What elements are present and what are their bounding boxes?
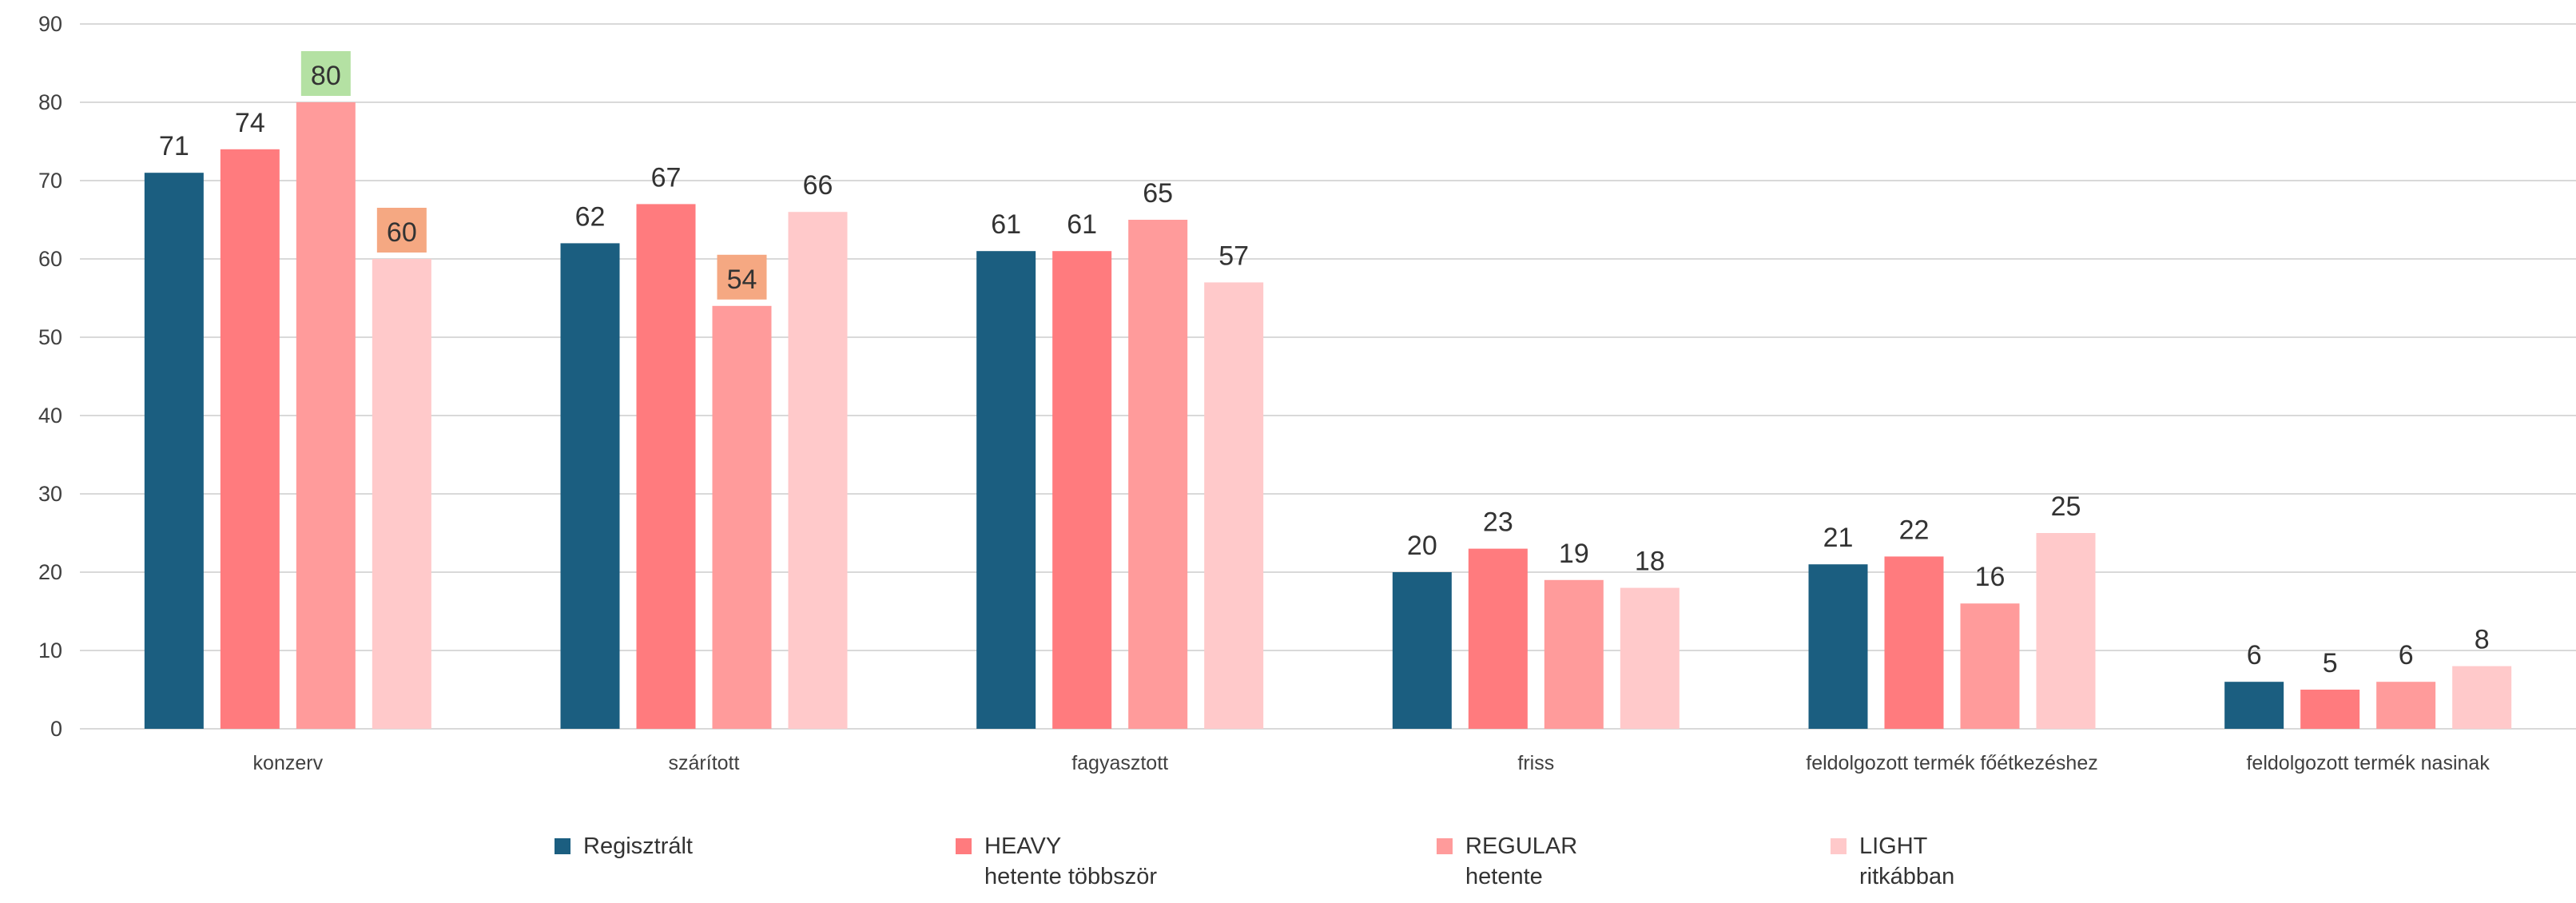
data-label: 25 bbox=[2051, 491, 2081, 522]
legend-item: HEAVY hetente többször bbox=[956, 831, 1157, 892]
y-tick-label: 20 bbox=[38, 560, 62, 584]
data-label: 5 bbox=[2323, 648, 2338, 678]
data-label: 65 bbox=[1143, 178, 1173, 209]
bar bbox=[1960, 603, 2020, 729]
bar bbox=[144, 173, 204, 729]
bar bbox=[1620, 587, 1680, 729]
bar bbox=[976, 251, 1036, 729]
data-label: 20 bbox=[1407, 531, 1437, 561]
bar bbox=[1884, 556, 1944, 729]
legend-item: LIGHT ritkábban bbox=[1831, 831, 1954, 892]
data-label: 23 bbox=[1483, 507, 1513, 538]
legend-swatch bbox=[1437, 838, 1453, 854]
data-label: 61 bbox=[1067, 209, 1097, 240]
legend-label: LIGHT bbox=[1859, 833, 1928, 859]
data-label: 19 bbox=[1559, 539, 1589, 569]
data-label: 54 bbox=[727, 265, 757, 295]
bar bbox=[1128, 220, 1188, 729]
data-label: 71 bbox=[159, 131, 189, 161]
y-tick-label: 50 bbox=[38, 325, 62, 349]
x-tick-label: feldolgozott termék főétkezéshez bbox=[1806, 752, 2097, 774]
y-tick-label: 60 bbox=[38, 247, 62, 271]
legend-sublabel: hetente többször bbox=[984, 864, 1158, 889]
bar bbox=[1808, 564, 1868, 729]
data-label: 6 bbox=[2399, 640, 2414, 670]
legend-label: REGULAR bbox=[1465, 833, 1578, 859]
bar bbox=[1468, 548, 1528, 729]
bar bbox=[712, 305, 772, 729]
x-tick-label: fagyasztott bbox=[1071, 752, 1168, 774]
legend-swatch bbox=[956, 838, 972, 854]
data-label: 22 bbox=[1899, 515, 1930, 545]
bar bbox=[2036, 533, 2096, 729]
bar bbox=[1052, 251, 1112, 729]
data-label-highlight bbox=[376, 208, 427, 253]
bar bbox=[1204, 282, 1264, 729]
legend-swatch bbox=[555, 838, 570, 854]
data-label: 57 bbox=[1218, 241, 1249, 271]
data-label: 80 bbox=[311, 61, 341, 91]
data-label-highlight bbox=[717, 254, 767, 300]
legend: Regisztrált HEAVY hetente többször REGULAR h… bbox=[0, 831, 2576, 903]
bar bbox=[560, 243, 620, 729]
bar bbox=[788, 212, 848, 729]
bar bbox=[2376, 682, 2436, 729]
legend-item: REGULAR hetente bbox=[1437, 831, 1577, 892]
bar bbox=[2224, 682, 2284, 729]
legend-item: Regisztrált bbox=[555, 831, 693, 861]
y-tick-label: 90 bbox=[38, 12, 62, 36]
y-tick-label: 10 bbox=[38, 638, 62, 662]
bar bbox=[636, 204, 696, 729]
data-label: 61 bbox=[991, 209, 1021, 240]
x-axis-ticks: konzerv szárított fagyasztott friss feldolgo… bbox=[253, 752, 2491, 774]
legend-label: Regisztrált bbox=[583, 833, 693, 859]
data-label: 16 bbox=[1975, 562, 2006, 592]
bar bbox=[296, 102, 356, 729]
y-tick-label: 0 bbox=[50, 717, 62, 741]
data-label: 21 bbox=[1823, 523, 1854, 553]
bar bbox=[372, 259, 431, 729]
data-label: 67 bbox=[651, 162, 682, 193]
y-tick-label: 30 bbox=[38, 482, 62, 506]
legend-sublabel: ritkábban bbox=[1859, 864, 1955, 889]
x-tick-label: feldolgozott termék nasinak bbox=[2246, 752, 2490, 774]
y-tick-label: 40 bbox=[38, 404, 62, 428]
y-tick-label: 70 bbox=[38, 169, 62, 193]
legend-label: HEAVY bbox=[984, 833, 1062, 859]
gridlines bbox=[80, 23, 2576, 730]
bar bbox=[1544, 579, 1604, 729]
data-label: 18 bbox=[1635, 547, 1665, 577]
data-label: 60 bbox=[387, 217, 417, 248]
bar bbox=[1392, 572, 1452, 729]
y-axis-ticks: 0 10 20 30 40 50 60 70 80 90 bbox=[38, 12, 62, 741]
legend-swatch bbox=[1831, 838, 1847, 854]
data-label: 62 bbox=[575, 201, 606, 232]
data-label: 66 bbox=[803, 170, 833, 201]
x-tick-label: friss bbox=[1517, 752, 1554, 774]
bars bbox=[144, 102, 2512, 730]
data-label: 74 bbox=[235, 108, 265, 138]
bar bbox=[2300, 690, 2360, 729]
bar bbox=[2452, 666, 2512, 729]
y-tick-label: 80 bbox=[38, 90, 62, 114]
data-label: 6 bbox=[2247, 640, 2262, 670]
x-tick-label: konzerv bbox=[253, 752, 324, 774]
x-tick-label: szárított bbox=[669, 752, 740, 774]
data-label: 8 bbox=[2475, 625, 2490, 655]
bar bbox=[220, 149, 280, 730]
data-label-highlight bbox=[300, 51, 351, 96]
legend-sublabel: hetente bbox=[1465, 864, 1543, 889]
